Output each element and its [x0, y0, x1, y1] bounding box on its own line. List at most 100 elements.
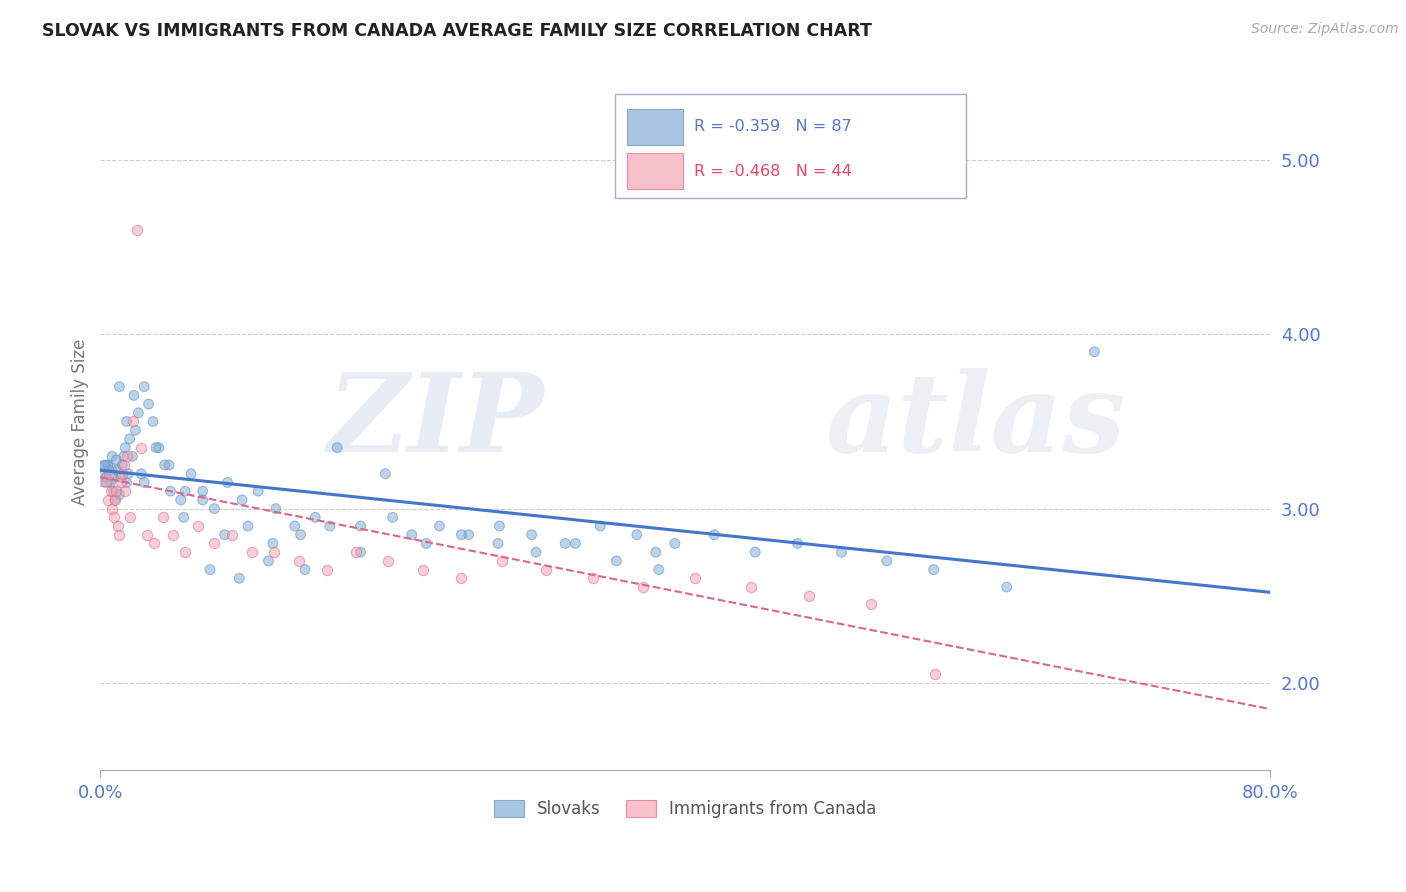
Point [191, 492, 214, 507]
Point [142, 415, 165, 429]
Text: ZIP: ZIP [328, 368, 544, 475]
Point [180, 467, 202, 481]
Point [97, 492, 120, 507]
Point [786, 536, 808, 550]
Point [162, 528, 184, 542]
Point [415, 536, 437, 550]
Point [103, 510, 125, 524]
Point [520, 528, 543, 542]
Text: Source: ZipAtlas.com: Source: ZipAtlas.com [1251, 22, 1399, 37]
Point [157, 458, 180, 472]
Point [799, 589, 821, 603]
Point [349, 519, 371, 533]
Point [148, 441, 170, 455]
Point [231, 492, 253, 507]
Point [247, 484, 270, 499]
Point [98, 467, 121, 481]
Point [107, 463, 129, 477]
Point [112, 450, 135, 464]
Point [631, 580, 654, 594]
Point [93, 467, 115, 481]
Point [859, 598, 882, 612]
Point [100, 484, 122, 499]
Point [117, 467, 139, 481]
Point [122, 388, 145, 402]
Point [344, 545, 367, 559]
Point [263, 545, 285, 559]
Point [121, 415, 143, 429]
Point [202, 501, 225, 516]
Point [121, 450, 143, 464]
Point [534, 563, 557, 577]
Point [740, 580, 762, 594]
Point [228, 571, 250, 585]
Point [125, 223, 148, 237]
Point [605, 554, 627, 568]
Point [115, 450, 138, 464]
FancyBboxPatch shape [627, 109, 683, 145]
Point [486, 536, 509, 550]
Legend: Slovaks, Immigrants from Canada: Slovaks, Immigrants from Canada [486, 793, 883, 824]
Point [111, 467, 134, 481]
Point [582, 571, 605, 585]
Point [564, 536, 586, 550]
Point [319, 519, 342, 533]
Point [554, 536, 576, 550]
Point [110, 475, 132, 490]
FancyBboxPatch shape [627, 153, 683, 189]
Point [104, 492, 127, 507]
Point [876, 554, 898, 568]
Point [107, 519, 129, 533]
Point [304, 510, 326, 524]
Point [450, 571, 472, 585]
Point [644, 545, 666, 559]
Point [187, 519, 209, 533]
Point [831, 545, 853, 559]
Point [111, 458, 134, 472]
FancyBboxPatch shape [614, 94, 966, 198]
Point [145, 441, 167, 455]
Point [214, 528, 236, 542]
Text: SLOVAK VS IMMIGRANTS FROM CANADA AVERAGE FAMILY SIZE CORRELATION CHART: SLOVAK VS IMMIGRANTS FROM CANADA AVERAGE… [42, 22, 872, 40]
Point [170, 492, 193, 507]
Point [114, 441, 136, 455]
Text: R = -0.468   N = 44: R = -0.468 N = 44 [695, 164, 852, 178]
Point [174, 484, 197, 499]
Point [153, 458, 176, 472]
Point [290, 528, 312, 542]
Point [198, 563, 221, 577]
Point [284, 519, 307, 533]
Point [524, 545, 547, 559]
Point [129, 441, 152, 455]
Point [134, 475, 156, 490]
Point [136, 528, 159, 542]
Point [457, 528, 479, 542]
Point [374, 467, 396, 481]
Point [221, 528, 243, 542]
Text: R = -0.359   N = 87: R = -0.359 N = 87 [695, 120, 852, 134]
Point [173, 510, 195, 524]
Point [104, 492, 127, 507]
Point [96, 475, 118, 490]
Point [429, 519, 451, 533]
Point [110, 470, 132, 484]
Point [108, 379, 131, 393]
Point [412, 563, 434, 577]
Point [349, 545, 371, 559]
Point [316, 563, 339, 577]
Point [96, 470, 118, 484]
Point [264, 501, 287, 516]
Point [105, 484, 128, 499]
Point [115, 415, 138, 429]
Point [262, 536, 284, 550]
Point [134, 379, 156, 393]
Point [401, 528, 423, 542]
Point [138, 397, 160, 411]
Point [114, 484, 136, 499]
Point [93, 458, 115, 472]
Point [626, 528, 648, 542]
Point [450, 528, 472, 542]
Point [491, 554, 513, 568]
Point [294, 563, 316, 577]
Point [108, 528, 131, 542]
